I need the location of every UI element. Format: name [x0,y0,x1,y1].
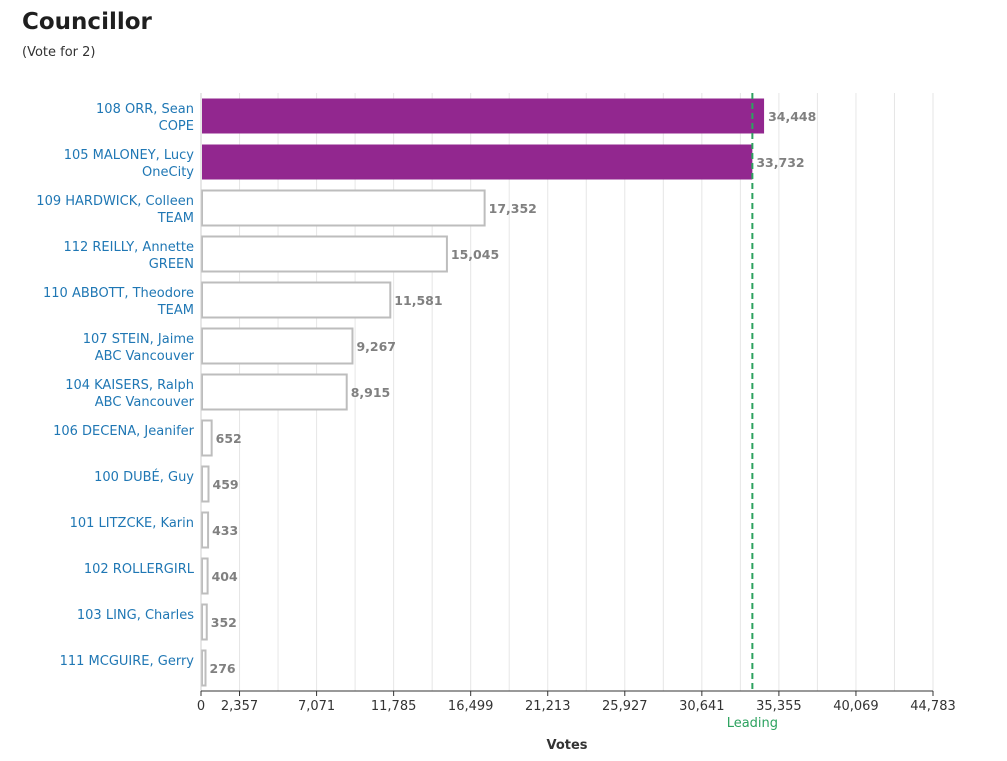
leading-marker: Leading [727,93,778,731]
x-tick-label: 40,069 [833,699,879,714]
candidate-name[interactable]: 104 KAISERS, Ralph [65,378,194,393]
bar [201,419,213,457]
bar-value-label: 8,915 [351,385,391,400]
bar [201,511,210,549]
bar [201,327,354,365]
x-tick-label: 2,357 [221,699,258,714]
x-tick-label: 25,927 [602,699,648,714]
candidate-party[interactable]: TEAM [157,211,194,226]
candidate-party[interactable]: ABC Vancouver [95,349,195,364]
bar-value-label: 276 [210,661,236,676]
leading-label: Leading [727,716,778,731]
x-tick-label: 16,499 [448,699,494,714]
bar [201,465,210,503]
x-tick-label: 44,783 [910,699,956,714]
candidate-party[interactable]: TEAM [157,303,194,318]
candidate-name[interactable]: 105 MALONEY, Lucy [64,148,195,163]
candidate-name[interactable]: 108 ORR, Sean [96,102,194,117]
bar-value-label: 652 [216,431,242,446]
x-tick-label: 30,641 [679,699,725,714]
bar [202,98,765,134]
candidate-party[interactable]: OneCity [142,165,194,180]
candidate-name[interactable]: 103 LING, Charles [77,608,194,623]
bar [201,557,209,595]
bar-value-label: 352 [211,615,237,630]
x-tick-label: 35,355 [756,699,802,714]
bar-value-label: 15,045 [451,247,499,262]
x-tick-label: 21,213 [525,699,571,714]
bar [201,189,486,227]
candidate-name[interactable]: 107 STEIN, Jaime [83,332,194,347]
chart-subtitle: (Vote for 2) [22,45,96,60]
candidate-name[interactable]: 112 REILLY, Annette [63,240,194,255]
x-tick-label: 0 [197,699,205,714]
candidate-party[interactable]: COPE [159,119,194,134]
candidate-name[interactable]: 111 MCGUIRE, Gerry [60,654,195,669]
bar-value-label: 11,581 [394,293,442,308]
bars [201,98,765,687]
bar-value-label: 34,448 [768,109,816,124]
candidate-party[interactable]: GREEN [149,257,194,272]
bar [201,373,348,411]
bar-value-label: 9,267 [356,339,396,354]
candidate-name[interactable]: 102 ROLLERGIRL [84,562,195,577]
candidate-name[interactable]: 110 ABBOTT, Theodore [43,286,194,301]
bar-value-label: 17,352 [489,201,537,216]
candidate-party[interactable]: ABC Vancouver [95,395,195,410]
bar [201,649,207,687]
bar [201,235,448,273]
value-labels: 34,448 33,732 17,352 15,045 11,581 9,267 8,915… [210,109,817,676]
chart-title: Councillor [22,9,152,35]
candidate-labels: 108 ORR, Sean COPE 105 MALONEY, Lucy OneCit… [36,102,194,669]
bar-value-label: 433 [212,523,238,538]
x-axis: 0 2,357 7,071 11,785 16,499 21,213 25,927 30,64… [197,93,956,753]
candidate-name[interactable]: 100 DUBÉ, Guy [94,469,194,485]
bar-value-label: 33,732 [756,155,804,170]
candidate-name[interactable]: 109 HARDWICK, Colleen [36,194,194,209]
bar [202,144,753,180]
bar [201,603,208,641]
x-tick-label: 11,785 [371,699,417,714]
candidate-name[interactable]: 101 LITZCKE, Karin [70,516,194,531]
bar-value-label: 404 [212,569,238,584]
bar [201,281,392,319]
bar-value-label: 459 [213,477,239,492]
candidate-name[interactable]: 106 DECENA, Jeanifer [53,424,195,439]
x-axis-title: Votes [546,738,587,753]
x-tick-label: 7,071 [298,699,335,714]
